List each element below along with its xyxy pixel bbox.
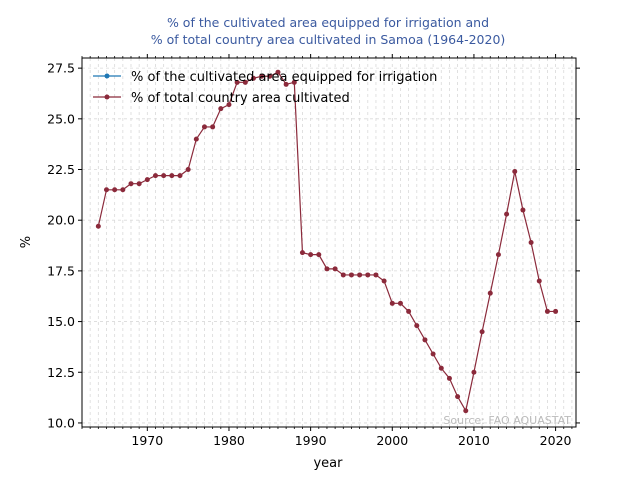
data-point: [357, 272, 363, 278]
data-point: [324, 266, 330, 272]
x-tick-label: 2000: [376, 433, 408, 448]
data-point: [414, 323, 420, 329]
plot-frame: [81, 57, 577, 428]
data-point: [95, 223, 101, 229]
data-point: [169, 173, 175, 179]
legend-label-cultivated: % of total country area cultivated: [131, 91, 350, 106]
data-point: [512, 169, 518, 175]
y-tick-label: 17.5: [47, 263, 75, 278]
data-point: [275, 69, 281, 75]
chart-title-line-1: % of the cultivated area equipped for ir…: [167, 15, 489, 30]
data-point: [267, 73, 273, 79]
chart-title-line-2: % of total country area cultivated in Sa…: [151, 32, 506, 47]
data-point: [528, 240, 534, 245]
data-point: [487, 290, 493, 296]
data-point: [201, 124, 207, 130]
data-point: [144, 177, 150, 183]
data-point: [242, 79, 248, 85]
x-axis-label: year: [313, 456, 343, 471]
data-point: [161, 173, 167, 179]
data-point: [193, 136, 199, 142]
data-point: [463, 408, 469, 414]
source-note: Source: FAO AQUASTAT: [443, 414, 571, 427]
data-point: [128, 181, 134, 187]
data-point: [373, 272, 379, 278]
data-point: [283, 81, 289, 87]
data-point: [316, 252, 322, 258]
data-point: [177, 173, 183, 179]
legend: % of the cultivated area equipped for ir…: [93, 70, 437, 106]
y-tick-label: 27.5: [47, 61, 75, 76]
data-point: [504, 211, 510, 217]
data-point: [112, 187, 118, 193]
data-point: [438, 365, 444, 371]
x-tick-label: 1980: [213, 433, 245, 448]
data-point: [218, 106, 224, 112]
data-point: [381, 278, 387, 284]
data-point: [226, 102, 232, 108]
data-point: [553, 308, 559, 314]
y-tick-label: 20.0: [47, 213, 75, 228]
grid: [81, 58, 576, 427]
legend-marker-cultivated: [104, 94, 110, 100]
data-point: [291, 79, 297, 85]
y-tick-label: 22.5: [47, 162, 75, 177]
data-point: [430, 351, 436, 357]
data-point: [136, 181, 142, 187]
data-point: [340, 272, 346, 278]
data-point: [348, 272, 354, 278]
data-point: [152, 173, 158, 179]
x-tick-label: 1990: [295, 433, 327, 448]
y-tick-label: 12.5: [47, 365, 75, 380]
data-point: [234, 79, 240, 85]
data-point: [471, 369, 477, 375]
x-tick-label: 1970: [131, 433, 163, 448]
data-point: [479, 329, 485, 335]
data-point: [520, 207, 526, 213]
data-point: [365, 272, 371, 278]
x-tick-label: 2020: [540, 433, 572, 448]
data-point: [299, 250, 305, 256]
y-tick-label: 25.0: [47, 111, 75, 126]
data-point: [422, 337, 428, 343]
data-point: [259, 73, 265, 79]
legend-marker-irrigation: [104, 73, 110, 79]
y-axis-label: %: [19, 236, 34, 248]
data-point: [495, 252, 501, 258]
data-point: [308, 252, 314, 258]
data-point: [389, 300, 395, 306]
data-point: [103, 187, 109, 193]
y-tick-label: 15.0: [47, 314, 75, 329]
data-point: [120, 187, 126, 193]
data-point: [544, 308, 550, 314]
data-point: [397, 300, 403, 306]
data-point: [536, 278, 542, 284]
data-point: [332, 266, 338, 272]
data-point: [250, 75, 256, 81]
data-point: [210, 124, 216, 130]
x-tick-label: 2010: [458, 433, 490, 448]
data-point: [446, 375, 452, 381]
data-point: [455, 394, 461, 400]
y-tick-label: 10.0: [47, 415, 75, 430]
data-point: [406, 308, 412, 314]
data-point: [185, 167, 191, 173]
legend-label-irrigation: % of the cultivated area equipped for ir…: [131, 70, 437, 85]
axis-ticks: 1970 1980 1990 2000 2010 2020 10.0 12.5 15.0 17.5…: [47, 54, 580, 448]
series-lines: [95, 69, 559, 414]
